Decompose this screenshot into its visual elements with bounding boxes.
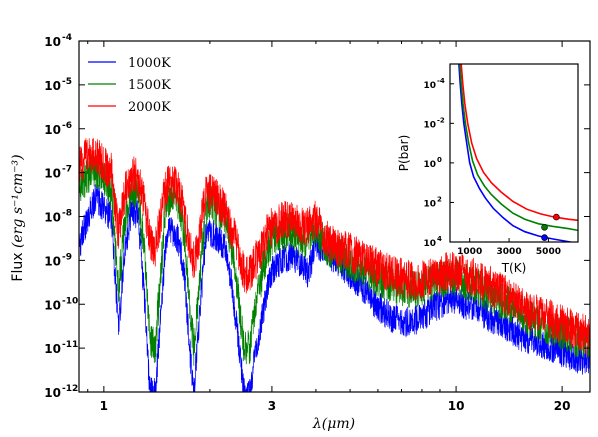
inset-y-tick-exponent: 2 xyxy=(437,195,442,203)
inset-y-tick-label: 10 xyxy=(423,120,436,130)
x-axis-label: λ(μm) xyxy=(312,416,355,432)
y-tick-exponent: -10 xyxy=(62,296,78,306)
inset-y-tick-label: 10 xyxy=(423,160,436,170)
legend-label-2000K: 2000K xyxy=(128,100,171,115)
y-tick-label: 10 xyxy=(44,123,61,137)
inset-x-tick-label: 1000 xyxy=(457,247,482,257)
y-tick-label: 10 xyxy=(44,254,61,268)
inset-y-tick-exponent: 4 xyxy=(437,235,442,243)
y-tick-exponent: -6 xyxy=(62,121,72,131)
y-axis-label-prefix: Flux xyxy=(10,248,26,282)
pt-marker-1500K xyxy=(541,223,548,231)
y-tick-exponent: -5 xyxy=(62,77,72,87)
y-tick-label: 10 xyxy=(44,167,61,181)
legend-label-1500K: 1500K xyxy=(128,78,171,93)
legend-label-1000K: 1000K xyxy=(128,56,171,71)
x-tick-label: 1 xyxy=(100,399,108,413)
x-tick-label: 20 xyxy=(554,399,571,413)
inset-plot-frame xyxy=(449,63,579,243)
inset-y-axis-label: P(bar) xyxy=(397,135,411,172)
y-tick-label: 10 xyxy=(44,35,61,49)
y-tick-label: 10 xyxy=(44,211,61,225)
y-axis-label: Flux (erg s⁻¹cm⁻³) xyxy=(10,154,26,281)
y-tick-label: 10 xyxy=(44,298,61,312)
y-tick-label: 10 xyxy=(44,79,61,93)
y-tick-exponent: -7 xyxy=(62,165,72,175)
y-tick-exponent: -9 xyxy=(62,252,72,262)
inset-y-tick-exponent: 0 xyxy=(437,156,442,164)
y-tick-exponent: -12 xyxy=(62,384,78,394)
x-tick-label: 3 xyxy=(268,399,276,413)
x-tick-label: 10 xyxy=(448,399,465,413)
pt-profile-2000K xyxy=(460,64,578,222)
y-axis-label-units: (erg s⁻¹cm⁻³) xyxy=(10,154,26,248)
y-tick-exponent: -4 xyxy=(62,33,72,43)
y-tick-label: 10 xyxy=(44,342,61,356)
main-series-group xyxy=(79,138,590,392)
inset-y-tick-label: 10 xyxy=(423,199,436,209)
y-tick-exponent: -11 xyxy=(62,340,78,350)
inset-x-axis-label: T(K) xyxy=(501,261,527,275)
inset-x-tick-label: 5000 xyxy=(536,247,561,257)
inset-x-tick-label: 3000 xyxy=(497,247,522,257)
y-tick-label: 10 xyxy=(44,386,61,400)
legend: 1000K 1500K 2000K xyxy=(88,56,171,115)
spectrum-series-2000K xyxy=(79,138,590,356)
inset-y-tick-exponent: -2 xyxy=(437,116,445,124)
inset-y-tick-label: 10 xyxy=(423,239,436,249)
y-tick-exponent: -8 xyxy=(62,209,72,219)
inset-y-tick-exponent: -4 xyxy=(437,77,445,85)
inset-series-group xyxy=(458,64,578,242)
pt-marker-1000K xyxy=(541,234,548,241)
pt-marker-2000K xyxy=(553,213,560,221)
inset-y-tick-label: 10 xyxy=(423,81,436,91)
